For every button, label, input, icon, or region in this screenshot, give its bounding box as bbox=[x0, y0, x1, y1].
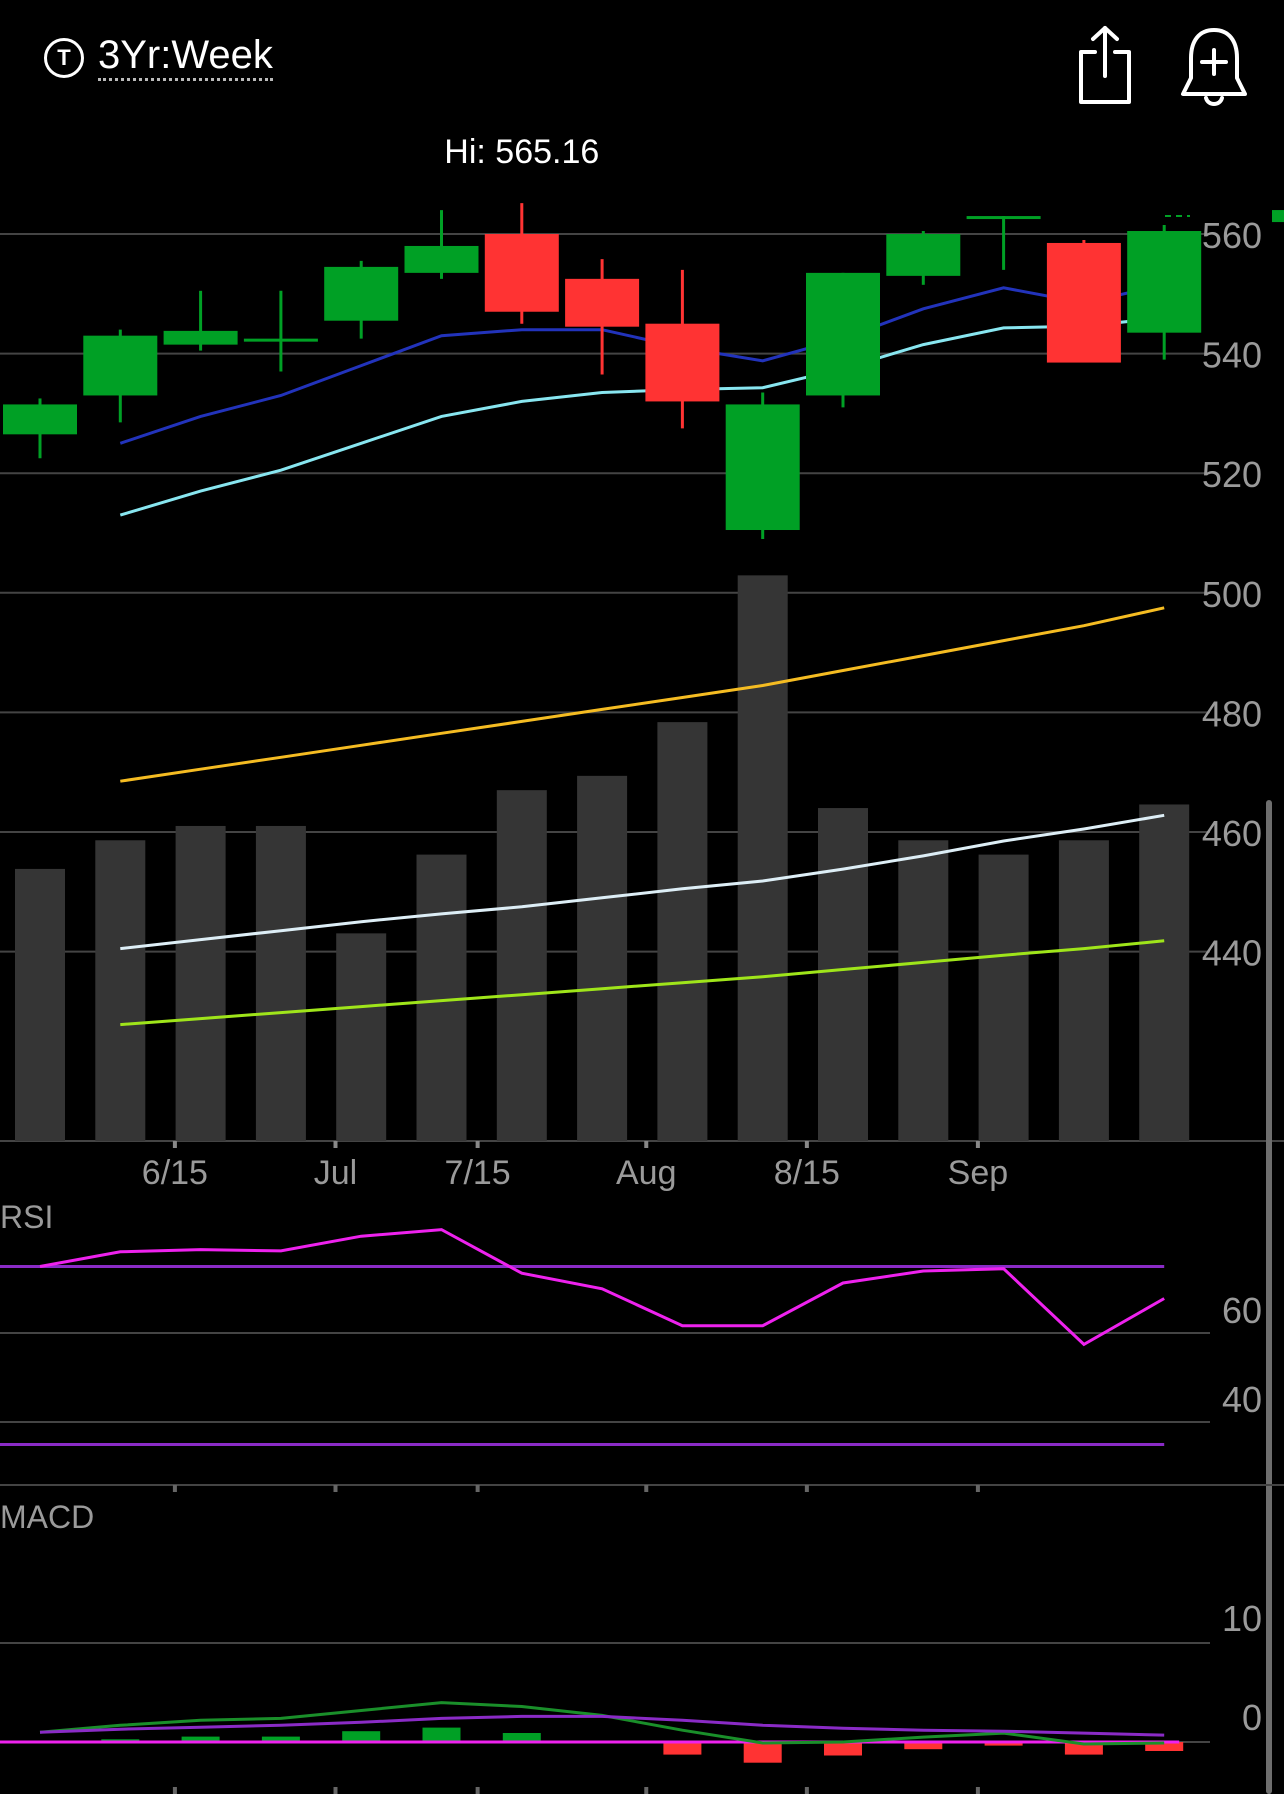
moving-average-line bbox=[119, 316, 1165, 517]
moving-average-line bbox=[120, 939, 1165, 1027]
candle-down bbox=[1046, 242, 1121, 363]
volume-bar bbox=[336, 933, 387, 1141]
candle-up bbox=[324, 266, 399, 321]
macd-histogram-bar bbox=[422, 1727, 461, 1742]
volume-bar bbox=[1058, 840, 1109, 1141]
moving-average-line bbox=[120, 813, 1165, 951]
candle-down bbox=[565, 278, 640, 327]
rsi-axis-label: 40 bbox=[1222, 1379, 1262, 1420]
volume-bar bbox=[95, 840, 146, 1141]
macd-histogram-bar bbox=[502, 1733, 541, 1742]
candle-down bbox=[645, 323, 720, 402]
candle-up bbox=[886, 234, 961, 276]
candle-up bbox=[725, 404, 800, 531]
price-axis-label: 520 bbox=[1202, 454, 1262, 495]
bell-plus-icon[interactable] bbox=[1179, 24, 1249, 113]
candle-up bbox=[163, 330, 238, 345]
volume-bar bbox=[978, 854, 1029, 1141]
candle-up bbox=[806, 272, 880, 396]
price-axis-label: 540 bbox=[1202, 335, 1262, 376]
macd-histogram-bar bbox=[1145, 1742, 1184, 1751]
candle-up bbox=[83, 335, 158, 396]
price-axis-label: 560 bbox=[1202, 215, 1262, 256]
candle-up bbox=[3, 404, 77, 435]
rsi-axis-label: 60 bbox=[1222, 1290, 1262, 1331]
macd-histogram-bar bbox=[342, 1731, 381, 1742]
macd-title: MACD bbox=[0, 1499, 94, 1535]
x-axis-label: 8/15 bbox=[774, 1154, 840, 1192]
macd-histogram-bar bbox=[261, 1736, 300, 1742]
macd-histogram-bar bbox=[984, 1742, 1023, 1746]
macd-histogram-bar bbox=[743, 1742, 782, 1763]
x-axis-label: Sep bbox=[948, 1154, 1009, 1192]
header-range[interactable]: T 3Yr:Week bbox=[44, 34, 273, 81]
volume-bar bbox=[255, 825, 306, 1141]
macd-axis-label: 10 bbox=[1222, 1598, 1262, 1639]
moving-average-line bbox=[120, 606, 1165, 783]
x-axis-label: Aug bbox=[616, 1154, 677, 1192]
rsi-title: RSI bbox=[0, 1199, 53, 1235]
x-axis-label: 6/15 bbox=[142, 1154, 208, 1192]
volume-bar bbox=[1139, 804, 1190, 1141]
volume-bar bbox=[737, 575, 788, 1141]
moving-average-line bbox=[119, 283, 1165, 445]
scrollbar-track bbox=[1266, 800, 1272, 1794]
candle-up bbox=[404, 245, 479, 273]
macd-histogram-bar bbox=[824, 1742, 862, 1756]
price-axis-label: 480 bbox=[1202, 693, 1262, 734]
price-axis-label: 440 bbox=[1202, 933, 1262, 974]
range-label[interactable]: 3Yr:Week bbox=[98, 34, 273, 81]
price-axis-label: 460 bbox=[1202, 813, 1262, 854]
macd-histogram-bar bbox=[663, 1742, 702, 1755]
macd-histogram-bar bbox=[904, 1742, 943, 1750]
volume-bar bbox=[657, 722, 708, 1141]
volume-bar bbox=[577, 775, 628, 1141]
macd-histogram-bar bbox=[181, 1736, 220, 1742]
price-axis-label: 500 bbox=[1202, 574, 1262, 615]
last-price-marker bbox=[1272, 210, 1284, 223]
volume-bar bbox=[416, 854, 467, 1141]
candle-up bbox=[1127, 231, 1202, 333]
x-axis-label: Jul bbox=[314, 1154, 357, 1192]
volume-bar bbox=[175, 825, 226, 1141]
volume-bar bbox=[818, 808, 868, 1141]
high-annotation: Hi: 565.16 bbox=[444, 133, 599, 171]
x-axis-label: 7/15 bbox=[445, 1154, 511, 1192]
macd-series-line bbox=[39, 1714, 1165, 1737]
candle-up bbox=[243, 338, 318, 342]
candle-up bbox=[966, 216, 1041, 220]
symbol-icon: T bbox=[44, 37, 84, 78]
macd-axis-label: 0 bbox=[1242, 1697, 1262, 1738]
volume-bar bbox=[15, 868, 65, 1141]
share-icon[interactable] bbox=[1075, 24, 1135, 113]
volume-bar bbox=[898, 840, 949, 1141]
rsi-line bbox=[39, 1228, 1165, 1347]
candle-down bbox=[484, 234, 559, 312]
volume-bar bbox=[496, 790, 547, 1141]
